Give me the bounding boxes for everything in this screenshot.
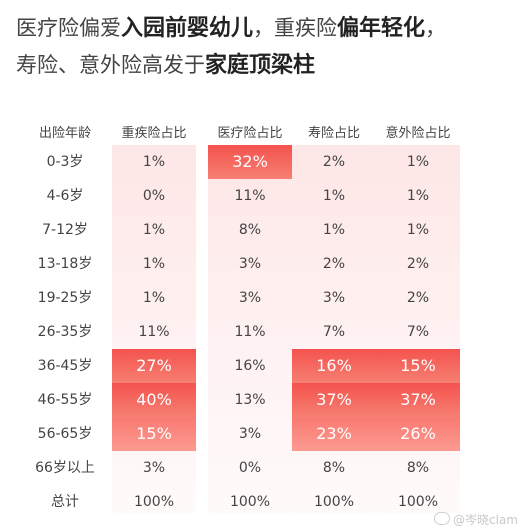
table-cell: 3% xyxy=(142,460,166,476)
table-cell: 3% xyxy=(238,256,262,272)
table-cell: 37% xyxy=(292,383,376,417)
table-cell: 7% xyxy=(322,324,346,340)
table-cell: 1% xyxy=(406,222,430,238)
watermark-text: @岑晓clam xyxy=(453,513,518,527)
table-cell: 2% xyxy=(322,154,346,170)
table-cell: 26% xyxy=(376,417,460,451)
column-background xyxy=(292,145,376,513)
headline-highlight: 家庭顶梁柱 xyxy=(205,53,316,78)
headline-text: ，重疾险 xyxy=(253,16,338,40)
table-cell: 11% xyxy=(138,324,170,340)
claims-age-table: 出险年龄 重疾险占比 医疗险占比 寿险占比 意外险占比 0-3岁 1% 32% 2% 1% 4-6岁… xyxy=(24,123,496,513)
row-label: 66岁以上 xyxy=(35,460,95,476)
table-cell: 100% xyxy=(229,494,271,510)
table-cell: 1% xyxy=(142,290,166,306)
table-cell: 2% xyxy=(406,256,430,272)
table-cell: 7% xyxy=(406,324,430,340)
row-label: 13-18岁 xyxy=(37,256,93,272)
table-cell: 32% xyxy=(208,145,292,179)
table-cell: 13% xyxy=(234,392,266,408)
header-3: 寿险占比 xyxy=(307,126,360,141)
table-cell: 8% xyxy=(238,222,262,238)
table-cell: 23% xyxy=(292,417,376,451)
table-cell: 15% xyxy=(376,349,460,383)
header-age: 出险年龄 xyxy=(38,126,91,141)
row-label: 36-45岁 xyxy=(37,358,93,374)
table-cell: 2% xyxy=(322,256,346,272)
headline-text: ， xyxy=(425,16,447,40)
row-label: 总计 xyxy=(51,494,79,510)
table-cell: 15% xyxy=(112,417,196,451)
row-label: 19-25岁 xyxy=(37,290,93,306)
table-cell: 1% xyxy=(142,256,166,272)
table-cell: 1% xyxy=(142,222,166,238)
headline-highlight: 入园前婴幼儿 xyxy=(121,16,254,41)
table-cell: 100% xyxy=(397,494,439,510)
table-cell: 11% xyxy=(234,324,266,340)
row-label: 56-65岁 xyxy=(37,426,93,442)
table-cell: 8% xyxy=(406,460,430,476)
table-cell: 16% xyxy=(292,349,376,383)
row-label: 0-3岁 xyxy=(46,154,84,170)
table-cell: 40% xyxy=(112,383,196,417)
headline-highlight: 偏年轻化 xyxy=(337,16,426,41)
headline-line-1: 医疗险偏爱入园前婴幼儿，重疾险偏年轻化， xyxy=(16,10,516,47)
table-cell: 1% xyxy=(142,154,166,170)
headline-line-2: 寿险、意外险高发于家庭顶梁柱 xyxy=(16,47,516,84)
table-cell: 27% xyxy=(112,349,196,383)
column-background xyxy=(208,145,292,513)
row-label: 46-55岁 xyxy=(37,392,93,408)
table-cell: 3% xyxy=(238,290,262,306)
header-1: 重疾险占比 xyxy=(121,126,187,141)
table-cell: 1% xyxy=(322,222,346,238)
table-cell: 0% xyxy=(238,460,262,476)
header-4: 意外险占比 xyxy=(385,126,451,141)
table-cell: 3% xyxy=(238,426,262,442)
row-label: 4-6岁 xyxy=(46,188,84,204)
column-background xyxy=(376,145,460,513)
table-cell: 100% xyxy=(133,494,175,510)
watermark: @岑晓clam xyxy=(434,511,518,528)
headline-text: 寿险、意外险高发于 xyxy=(16,53,205,77)
header-2: 医疗险占比 xyxy=(217,126,283,141)
table-cell: 2% xyxy=(406,290,430,306)
table-cell: 1% xyxy=(406,154,430,170)
table-cell: 0% xyxy=(142,188,166,204)
table-cell: 100% xyxy=(313,494,355,510)
table-cell: 8% xyxy=(322,460,346,476)
table-cell: 1% xyxy=(406,188,430,204)
column-background xyxy=(112,145,196,513)
weibo-icon xyxy=(434,512,451,525)
table-cell: 11% xyxy=(234,188,266,204)
headline: 医疗险偏爱入园前婴幼儿，重疾险偏年轻化， 寿险、意外险高发于家庭顶梁柱 xyxy=(16,10,516,84)
table-cell: 37% xyxy=(376,383,460,417)
table-cell: 16% xyxy=(234,358,266,374)
table-cell: 1% xyxy=(322,188,346,204)
headline-text: 医疗险偏爱 xyxy=(16,16,121,40)
table-cell: 3% xyxy=(322,290,346,306)
row-label: 7-12岁 xyxy=(42,222,88,238)
row-label: 26-35岁 xyxy=(37,324,93,340)
